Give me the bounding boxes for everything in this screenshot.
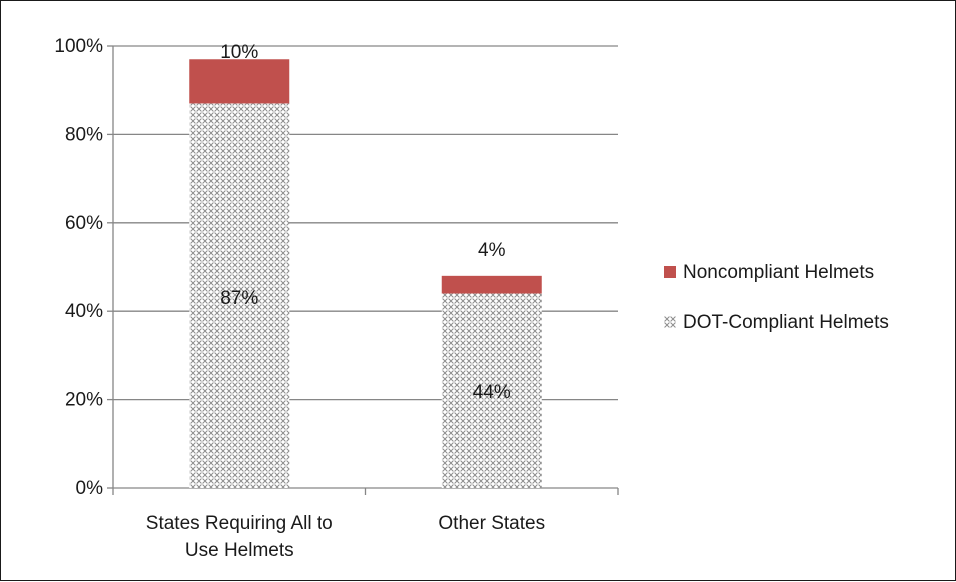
- legend: Noncompliant Helmets DOT-Compliant Helmet…: [664, 262, 889, 333]
- legend-swatch-noncompliant: [664, 266, 676, 278]
- y-tick-label: 80%: [65, 124, 103, 145]
- y-tick-label: 40%: [65, 301, 103, 322]
- data-label-noncompliant: 4%: [478, 240, 506, 261]
- data-label-dot-compliant: 87%: [220, 288, 258, 309]
- bar-noncompliant: [441, 275, 542, 294]
- bar-dot-compliant: [441, 293, 542, 488]
- data-label-noncompliant: 10%: [220, 42, 258, 63]
- data-labels: 87% 10% 44% 4%: [220, 42, 511, 403]
- category-labels: States Requiring All to Use Helmets Other …: [146, 513, 545, 561]
- legend-label: Noncompliant Helmets: [683, 262, 874, 283]
- y-tick-label: 100%: [54, 36, 103, 57]
- bar-dot-compliant: [189, 103, 290, 489]
- legend-swatch-dot-compliant: [664, 316, 676, 328]
- data-label-dot-compliant: 44%: [473, 382, 511, 403]
- category-label: Use Helmets: [185, 540, 294, 561]
- y-tick-labels: 0% 20% 40% 60% 80% 100%: [54, 36, 103, 499]
- gridlines: [113, 45, 618, 401]
- y-tick-label: 20%: [65, 390, 103, 411]
- bars: [189, 59, 542, 489]
- category-label: States Requiring All to: [146, 513, 333, 534]
- y-tick-label: 0%: [76, 478, 104, 499]
- bar-noncompliant: [189, 59, 290, 104]
- legend-label: DOT-Compliant Helmets: [683, 312, 889, 333]
- y-tick-label: 60%: [65, 213, 103, 234]
- category-label: Other States: [438, 513, 545, 534]
